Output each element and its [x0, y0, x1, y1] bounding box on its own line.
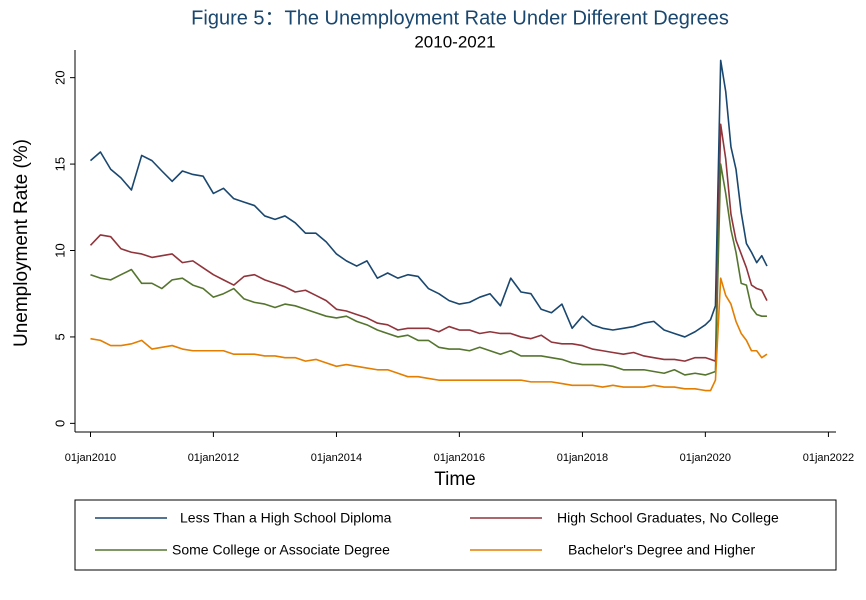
legend-label: Bachelor's Degree and Higher — [568, 542, 755, 558]
x-tick-label: 01jan2012 — [188, 452, 239, 464]
y-tick-label: 15 — [52, 157, 67, 171]
series-line — [89, 123, 768, 362]
y-tick-label: 5 — [52, 333, 67, 340]
legend-label: Less Than a High School Diploma — [180, 510, 392, 526]
x-tick-label: 01jan2010 — [65, 452, 116, 464]
legend — [74, 499, 837, 571]
x-tick-label: 01jan2016 — [434, 452, 485, 464]
y-tick-label: 10 — [52, 243, 67, 257]
series-line — [90, 277, 768, 392]
y-tick-label: 20 — [52, 70, 67, 84]
series-line — [90, 163, 767, 376]
chart-title: Figure 5：The Unemployment Rate Under Dif… — [191, 7, 729, 29]
x-tick-label: 01jan2020 — [680, 452, 731, 464]
legend-label: Some College or Associate Degree — [172, 542, 390, 558]
chart-subtitle: 2010-2021 — [414, 32, 495, 51]
x-tick-label: 01jan2014 — [311, 452, 362, 464]
y-axis-label: Unemployment Rate (%) — [11, 139, 32, 347]
y-tick-label: 0 — [52, 420, 67, 427]
x-tick-label: 01jan2018 — [557, 452, 608, 464]
x-tick-label: 01jan2022 — [803, 452, 854, 464]
series-line — [89, 59, 768, 338]
legend-label: High School Graduates, No College — [557, 510, 779, 526]
x-axis-label: Time — [434, 469, 476, 490]
